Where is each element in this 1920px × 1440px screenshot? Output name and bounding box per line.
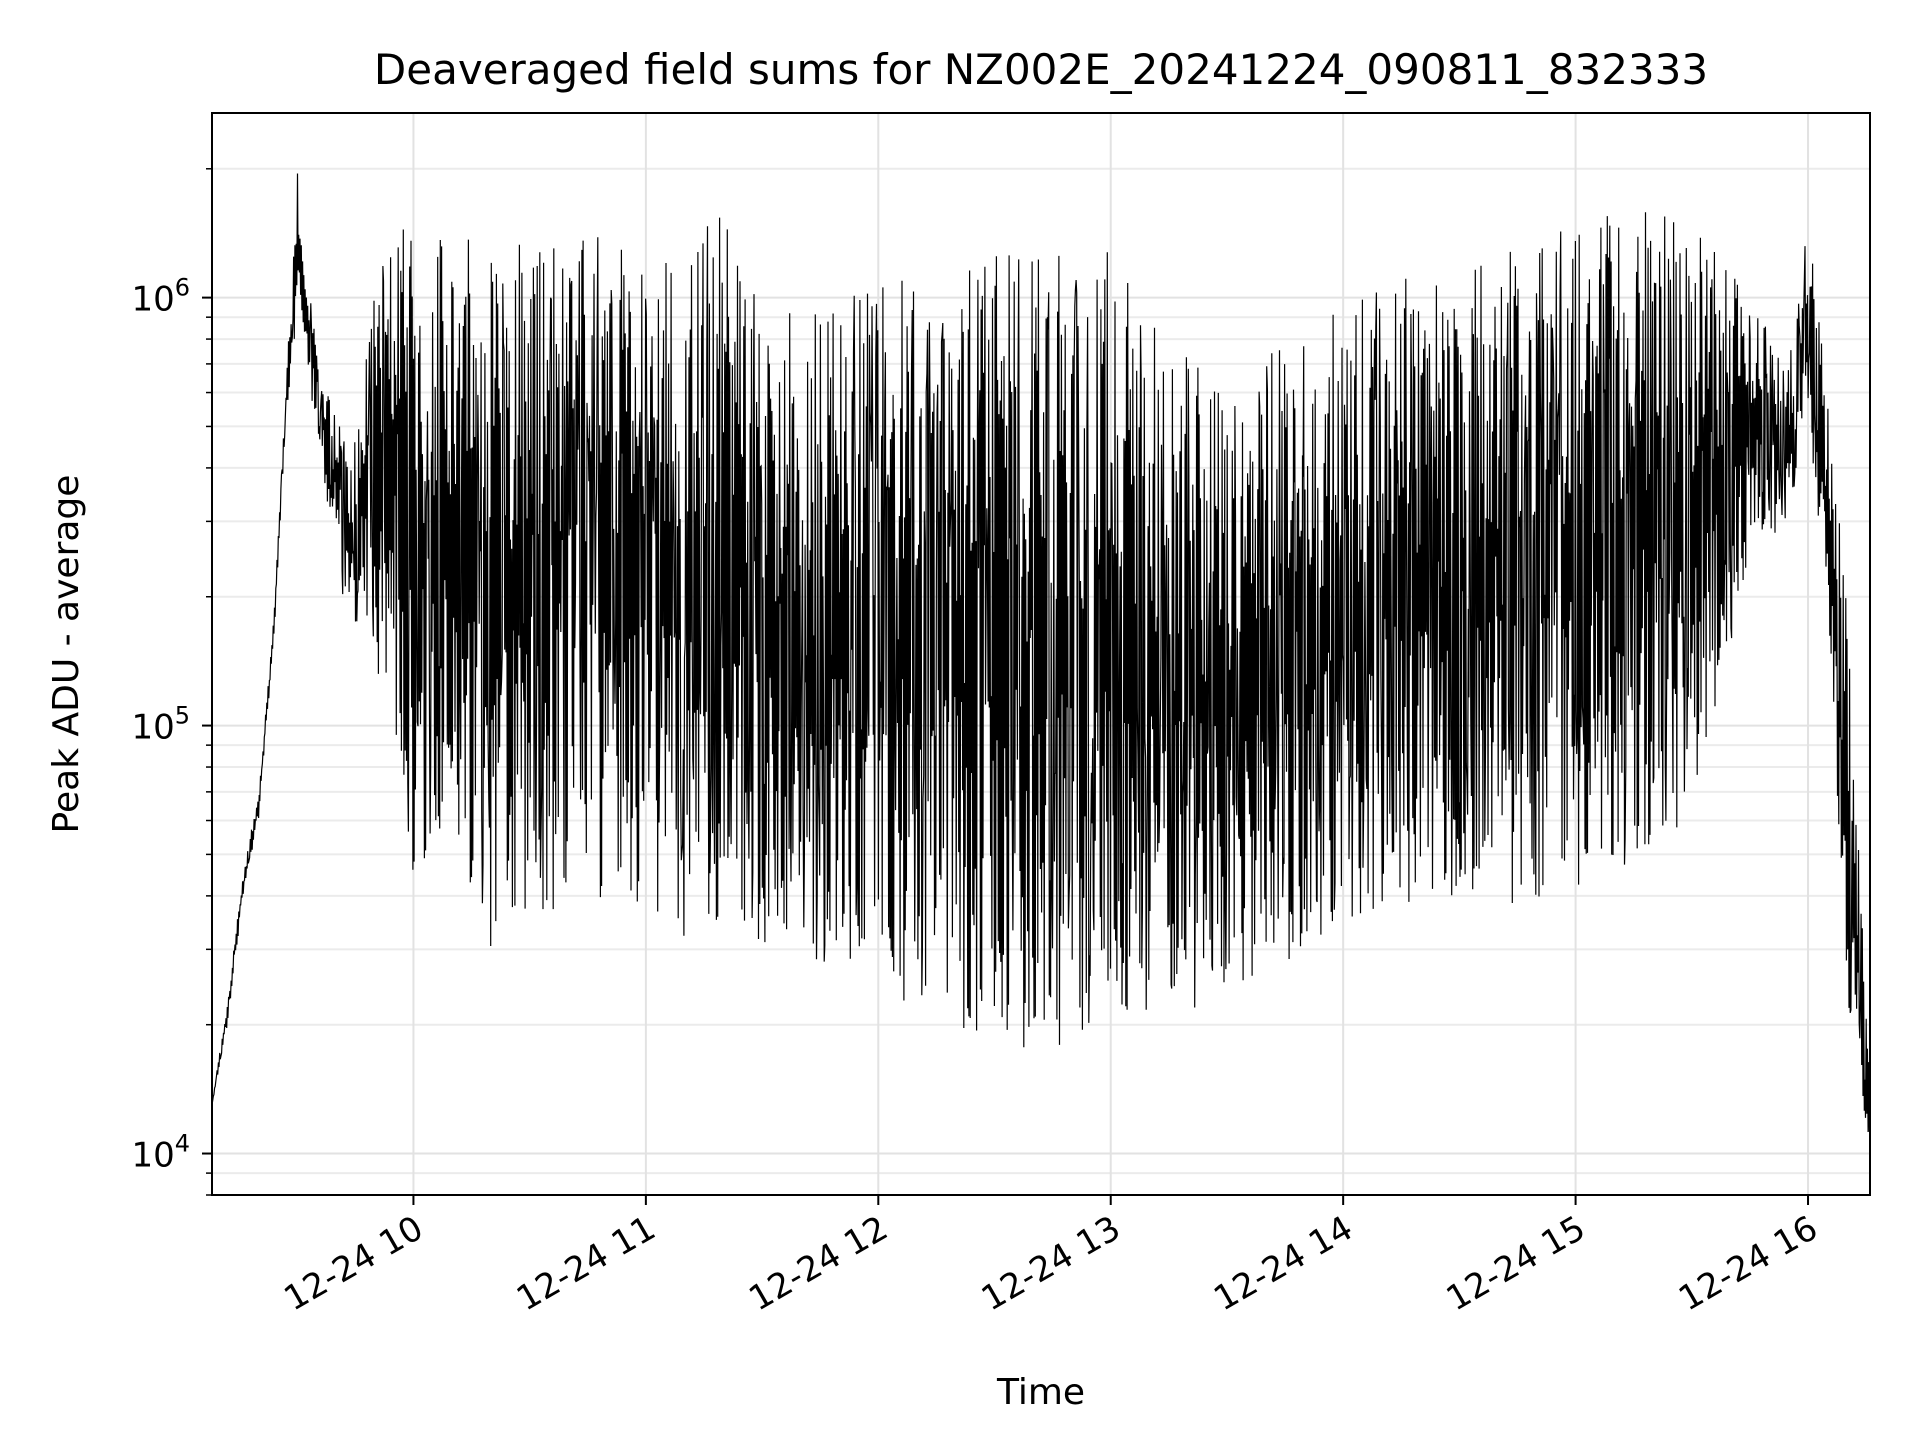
- plot-frame: [211, 112, 1871, 1196]
- y-tick-label: 105: [131, 702, 190, 748]
- y-axis-label: Peak ADU - average: [46, 475, 87, 834]
- series-line: [211, 173, 1871, 1133]
- series-group: [211, 173, 1871, 1133]
- y-tick-label: 106: [131, 274, 190, 320]
- chart-title: Deaveraged field sums for NZ002E_2024122…: [374, 45, 1708, 94]
- y-tick-label: 104: [131, 1130, 190, 1176]
- x-axis-label: Time: [996, 1372, 1085, 1413]
- y-axis: 104 105 106: [131, 168, 212, 1196]
